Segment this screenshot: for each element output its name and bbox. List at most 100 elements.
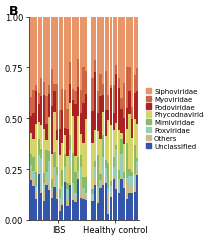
Bar	[53, 168, 55, 175]
Bar	[120, 179, 122, 220]
Bar	[45, 96, 48, 124]
Bar	[69, 18, 71, 63]
Bar	[102, 136, 104, 158]
Bar	[96, 204, 99, 220]
Bar	[120, 139, 122, 154]
Bar	[102, 158, 104, 177]
Bar	[30, 134, 32, 154]
Bar	[112, 168, 114, 175]
Bar	[58, 190, 61, 198]
Bar	[102, 112, 104, 136]
Bar	[56, 192, 58, 200]
Bar	[37, 156, 40, 165]
Bar	[133, 94, 135, 119]
Bar	[107, 163, 109, 188]
Bar	[32, 113, 34, 140]
Bar	[66, 18, 68, 110]
Bar	[30, 170, 32, 180]
Bar	[74, 202, 76, 220]
Bar	[128, 91, 130, 114]
Bar	[64, 91, 66, 129]
Bar	[48, 190, 50, 220]
Bar	[115, 180, 117, 190]
Bar	[107, 120, 109, 163]
Bar	[69, 168, 71, 185]
Bar	[32, 179, 34, 186]
Bar	[133, 175, 135, 187]
Bar	[69, 185, 71, 220]
Bar	[94, 179, 96, 185]
Bar	[53, 113, 55, 152]
Bar	[122, 181, 125, 188]
Bar	[74, 104, 76, 156]
Bar	[50, 198, 53, 220]
Bar	[130, 184, 133, 194]
Bar	[117, 89, 119, 130]
Bar	[50, 154, 53, 179]
Bar	[58, 18, 61, 110]
Bar	[84, 94, 87, 120]
Bar	[74, 193, 76, 198]
Bar	[77, 179, 79, 220]
Bar	[112, 114, 114, 130]
Bar	[99, 180, 101, 184]
Bar	[82, 144, 84, 177]
Bar	[128, 194, 130, 220]
Bar	[128, 18, 130, 68]
Bar	[64, 136, 66, 154]
Bar	[71, 18, 74, 89]
Bar	[71, 183, 74, 193]
Bar	[43, 173, 45, 183]
Bar	[35, 86, 37, 92]
Bar	[77, 171, 79, 174]
Bar	[135, 176, 138, 220]
Bar	[107, 95, 109, 110]
Bar	[84, 18, 87, 72]
Bar	[74, 198, 76, 202]
Bar	[35, 92, 37, 125]
Bar	[37, 18, 40, 94]
Bar	[84, 120, 87, 177]
Bar	[117, 193, 119, 220]
Bar	[77, 60, 79, 88]
Bar	[40, 97, 42, 125]
Bar	[61, 206, 63, 220]
Bar	[40, 18, 42, 78]
Bar	[135, 69, 138, 91]
Bar	[130, 194, 133, 220]
Bar	[109, 195, 112, 198]
Bar	[32, 18, 34, 90]
Bar	[102, 186, 104, 220]
Bar	[112, 176, 114, 180]
Bar	[112, 18, 114, 86]
Bar	[69, 85, 71, 104]
Bar	[107, 214, 109, 220]
Bar	[56, 167, 58, 175]
Bar	[30, 116, 32, 134]
Bar	[120, 154, 122, 178]
Bar	[91, 18, 93, 79]
Bar	[40, 194, 42, 220]
Bar	[53, 187, 55, 220]
Bar	[71, 154, 74, 183]
Bar	[128, 189, 130, 194]
Bar	[79, 156, 81, 168]
Bar	[104, 72, 106, 110]
Bar	[117, 18, 119, 79]
Bar	[133, 119, 135, 146]
Bar	[130, 176, 133, 184]
Bar	[64, 182, 66, 220]
Bar	[56, 18, 58, 84]
Bar	[79, 198, 81, 220]
Bar	[79, 18, 81, 91]
Bar	[48, 184, 50, 190]
Bar	[130, 138, 133, 172]
Bar	[115, 66, 117, 75]
Bar	[58, 130, 61, 155]
Bar	[94, 185, 96, 220]
Bar	[64, 168, 66, 180]
Bar	[120, 134, 122, 139]
Bar	[117, 192, 119, 193]
Bar	[35, 125, 37, 172]
Bar	[58, 204, 61, 212]
